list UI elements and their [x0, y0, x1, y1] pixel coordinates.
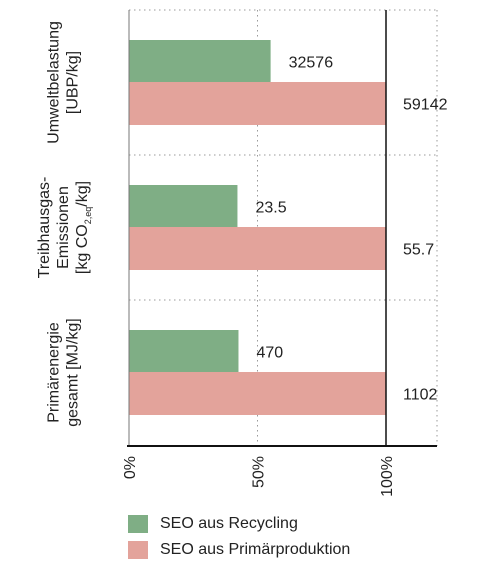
x-tick-label-50: 50% [251, 456, 268, 488]
data-label-energie-1: 1102 [403, 387, 438, 404]
category-label-thg-line-2: [kg CO2,eq/kg] [74, 181, 93, 274]
category-label-thg-line-0: Treibhausgas- [36, 177, 53, 279]
legend-item-primaer[interactable]: SEO aus Primärproduktion [128, 537, 350, 563]
data-label-thg-0: 23.5 [255, 200, 286, 217]
bar-umwelt-1 [129, 82, 386, 125]
legend-item-recycling[interactable]: SEO aus Recycling [128, 511, 350, 537]
data-label-energie-0: 470 [256, 345, 283, 362]
data-label-thg-1: 55.7 [403, 242, 434, 259]
category-label-umwelt-line-0: Umweltbelastung [46, 21, 63, 144]
legend: SEO aus Recycling SEO aus Primärprodukti… [128, 511, 350, 563]
bar-thg-0 [129, 185, 238, 228]
bar-umwelt-0 [129, 40, 271, 83]
bar-energie-0 [129, 330, 239, 373]
legend-label-recycling: SEO aus Recycling [160, 515, 298, 532]
category-label-energie-line-1: gesamt [MJ/kg] [65, 318, 82, 426]
data-label-umwelt-0: 32576 [289, 55, 334, 72]
data-label-umwelt-1: 59142 [403, 97, 448, 114]
category-label-umwelt-line-1: [UBP/kg] [65, 51, 82, 114]
legend-label-primaer: SEO aus Primärproduktion [160, 541, 351, 558]
bar-energie-1 [129, 372, 386, 415]
x-tick-label-100: 100% [379, 456, 396, 497]
x-tick-label-0: 0% [122, 456, 139, 479]
category-label-energie-line-0: Primärenergie [46, 322, 63, 423]
bar-thg-1 [129, 227, 386, 270]
category-label-thg-line-1: Emissionen [55, 186, 72, 269]
legend-swatch-primaer [128, 541, 148, 559]
legend-swatch-recycling [128, 515, 148, 533]
